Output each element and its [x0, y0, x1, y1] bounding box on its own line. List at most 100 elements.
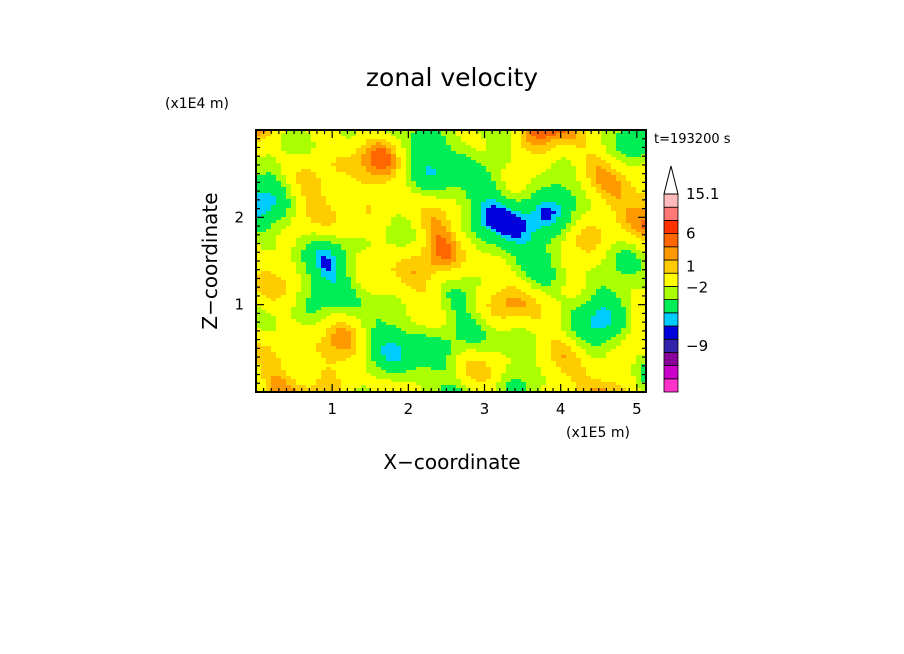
- heatmap-cell: [386, 280, 392, 284]
- heatmap-cell: [361, 154, 367, 158]
- heatmap-cell: [541, 262, 547, 266]
- heatmap-cell: [611, 304, 617, 308]
- heatmap-cell: [526, 145, 532, 149]
- heatmap-cell: [346, 232, 352, 236]
- heatmap-cell: [396, 307, 402, 311]
- heatmap-cell: [441, 262, 447, 266]
- heatmap-cell: [426, 169, 432, 173]
- heatmap-cell: [451, 268, 457, 272]
- heatmap-cell: [536, 265, 542, 269]
- heatmap-cell: [276, 157, 282, 161]
- heatmap-cell: [631, 226, 637, 230]
- heatmap-cell: [461, 223, 467, 227]
- heatmap-cell: [546, 280, 552, 284]
- heatmap-cell: [546, 235, 552, 239]
- heatmap-cell: [261, 298, 267, 302]
- heatmap-cell: [346, 181, 352, 185]
- heatmap-cell: [391, 199, 397, 203]
- heatmap-cell: [311, 211, 317, 215]
- heatmap-cell: [406, 223, 412, 227]
- heatmap-cell: [471, 160, 477, 164]
- heatmap-cell: [441, 301, 447, 305]
- heatmap-cell: [391, 148, 397, 152]
- heatmap-cell: [471, 202, 477, 206]
- heatmap-cell: [416, 295, 422, 299]
- heatmap-cell: [431, 229, 437, 233]
- heatmap-cell: [346, 274, 352, 278]
- heatmap-cell: [301, 199, 307, 203]
- heatmap-cell: [526, 190, 532, 194]
- heatmap-cell: [316, 145, 322, 149]
- heatmap-cell: [396, 199, 402, 203]
- heatmap-cell: [446, 211, 452, 215]
- heatmap-cell: [256, 226, 262, 230]
- heatmap-cell: [421, 205, 427, 209]
- heatmap-cell: [431, 199, 437, 203]
- heatmap-cell: [591, 298, 597, 302]
- heatmap-cell: [316, 268, 322, 272]
- heatmap-cell: [276, 244, 282, 248]
- heatmap-cell: [616, 220, 622, 224]
- heatmap-cell: [516, 226, 522, 230]
- heatmap-cell: [581, 175, 587, 179]
- heatmap-cell: [551, 241, 557, 245]
- heatmap-cell: [351, 226, 357, 230]
- heatmap-cell: [361, 232, 367, 236]
- heatmap-cell: [281, 253, 287, 257]
- heatmap-cell: [636, 211, 642, 215]
- heatmap-cell: [291, 139, 297, 143]
- heatmap-cell: [491, 313, 497, 317]
- heatmap-cell: [446, 130, 452, 134]
- heatmap-cell: [566, 223, 572, 227]
- heatmap-cell: [446, 196, 452, 200]
- heatmap-cell: [441, 280, 447, 284]
- heatmap-cell: [466, 298, 472, 302]
- heatmap-cell: [376, 196, 382, 200]
- heatmap-cell: [361, 142, 367, 146]
- heatmap-cell: [481, 169, 487, 173]
- heatmap-cell: [326, 280, 332, 284]
- heatmap-cell: [341, 289, 347, 293]
- heatmap-cell: [446, 157, 452, 161]
- heatmap-cell: [491, 247, 497, 251]
- heatmap-cell: [576, 295, 582, 299]
- heatmap-cell: [446, 298, 452, 302]
- heatmap-cell: [281, 268, 287, 272]
- heatmap-cell: [421, 241, 427, 245]
- heatmap-cell: [531, 229, 537, 233]
- heatmap-cell: [496, 310, 502, 314]
- heatmap-cell: [396, 283, 402, 287]
- heatmap-cell: [576, 151, 582, 155]
- heatmap-cell: [511, 274, 517, 278]
- heatmap-cell: [631, 286, 637, 290]
- heatmap-cell: [286, 319, 292, 323]
- heatmap-cell: [501, 244, 507, 248]
- heatmap-cell: [546, 253, 552, 257]
- heatmap-cell: [431, 250, 437, 254]
- heatmap-cell: [466, 241, 472, 245]
- heatmap-cell: [546, 190, 552, 194]
- heatmap-cell: [426, 316, 432, 320]
- heatmap-cell: [496, 268, 502, 272]
- heatmap-cell: [411, 247, 417, 251]
- heatmap-cell: [551, 157, 557, 161]
- heatmap-cell: [501, 265, 507, 269]
- heatmap-cell: [326, 154, 332, 158]
- heatmap-cell: [296, 235, 302, 239]
- heatmap-cell: [386, 190, 392, 194]
- heatmap-cell: [526, 139, 532, 143]
- heatmap-cell: [501, 178, 507, 182]
- heatmap-cell: [316, 211, 322, 215]
- heatmap-cell: [516, 199, 522, 203]
- heatmap-cell: [451, 145, 457, 149]
- heatmap-cell: [391, 238, 397, 242]
- heatmap-cell: [491, 184, 497, 188]
- heatmap-cell: [581, 214, 587, 218]
- heatmap-cell: [456, 151, 462, 155]
- heatmap-cell: [571, 298, 577, 302]
- heatmap-cell: [301, 319, 307, 323]
- heatmap-cell: [316, 277, 322, 281]
- heatmap-cell: [641, 175, 646, 179]
- heatmap-cell: [596, 274, 602, 278]
- heatmap-cell: [546, 283, 552, 287]
